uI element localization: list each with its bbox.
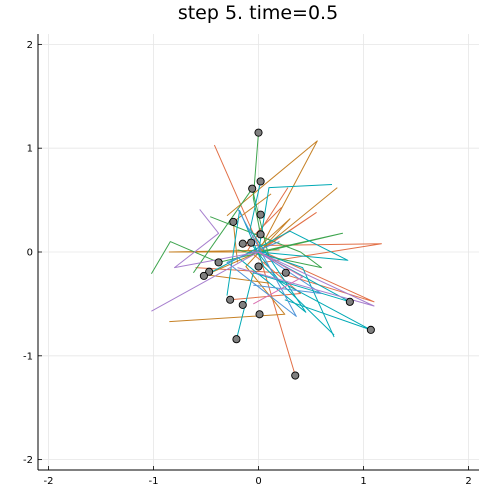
- trajectory-line: [203, 230, 349, 277]
- data-point: [247, 238, 256, 247]
- y-tick-label: 2: [27, 40, 33, 51]
- trajectory-line: [169, 218, 291, 323]
- data-point: [256, 210, 265, 219]
- trajectory-line: [258, 251, 296, 376]
- data-point: [238, 300, 247, 309]
- data-point: [281, 268, 290, 277]
- data-point: [226, 295, 235, 304]
- data-point: [205, 267, 214, 276]
- y-tick-label: 1: [27, 144, 33, 155]
- trajectory-line: [210, 216, 322, 269]
- y-tick-label: -1: [23, 351, 33, 362]
- trajectory-line: [226, 210, 335, 336]
- trajectory-line: [168, 187, 338, 253]
- data-point: [214, 258, 223, 267]
- trajectory-line: [237, 181, 307, 313]
- data-point: [238, 239, 247, 248]
- tick-labels: -2 -1 0 1 2 -2 -1 0 1 2: [23, 40, 472, 487]
- data-point: [345, 297, 354, 306]
- x-tick-label: -1: [149, 476, 159, 487]
- trajectory-line: [226, 208, 297, 317]
- data-point: [291, 371, 300, 380]
- data-point: [366, 325, 375, 334]
- trajectory-line: [253, 251, 322, 294]
- trajectory-line: [252, 132, 262, 235]
- x-tick-label: 1: [360, 476, 366, 487]
- trajectory-line: [192, 188, 270, 274]
- data-point: [256, 230, 265, 239]
- grid: [38, 34, 479, 470]
- data-point: [256, 177, 265, 186]
- trajectory-line: [247, 239, 372, 331]
- y-tick-label: -2: [23, 455, 33, 466]
- data-point: [229, 217, 238, 226]
- x-tick-label: 0: [255, 476, 261, 487]
- trajectory-line: [258, 184, 335, 338]
- trajectory-line: [253, 251, 304, 305]
- trajectory-line: [151, 251, 375, 312]
- axes: [37, 34, 479, 471]
- trajectory-line: [230, 187, 301, 301]
- y-tick-label: 0: [27, 248, 33, 259]
- data-point: [248, 184, 257, 193]
- data-point: [254, 262, 263, 271]
- data-point: [232, 335, 241, 344]
- x-tick-label: 2: [465, 476, 471, 487]
- particle-points: [199, 128, 375, 380]
- x-tick-label: -2: [44, 476, 54, 487]
- data-point: [255, 310, 264, 319]
- chart-title: step 5. time=0.5: [178, 2, 338, 24]
- trajectory-lines: [150, 132, 382, 376]
- data-point: [199, 271, 208, 280]
- data-point: [254, 128, 263, 137]
